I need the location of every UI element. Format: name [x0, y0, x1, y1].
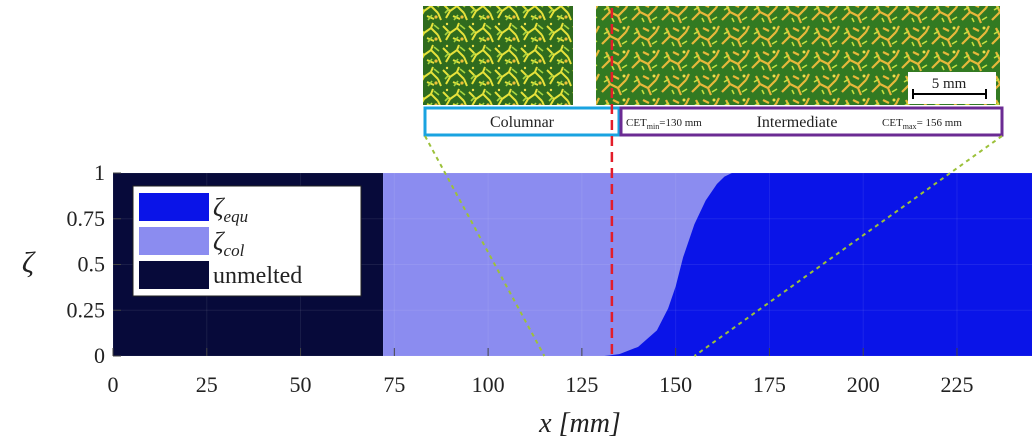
legend-label-unmelted: unmelted: [213, 263, 302, 289]
zeta-equ-area: [383, 173, 1032, 356]
legend-swatch-unmelted: [139, 261, 209, 289]
y-tick-label: 0: [94, 343, 105, 368]
cet-max-label: CETmax= 156 mm: [882, 117, 962, 131]
y-tick-label: 0.5: [78, 252, 106, 277]
legend-zeta-col-base: ζ: [213, 227, 225, 256]
columnar-label-box: [423, 106, 621, 137]
y-tick-label: 0.75: [67, 206, 106, 231]
legend-zeta-equ-base: ζ: [213, 193, 225, 222]
x-tick-label: 100: [472, 372, 505, 397]
x-tick-label: 75: [383, 372, 405, 397]
x-tick-label: 200: [847, 372, 880, 397]
cet-min-base: CET: [626, 117, 647, 129]
columnar-label: Columnar: [490, 114, 555, 131]
x-tick-label: 225: [940, 372, 973, 397]
x-tick-label: 175: [753, 372, 786, 397]
legend-zeta-col-sub: col: [224, 241, 245, 260]
y-tick-label: 0.25: [67, 297, 106, 322]
x-tick-label: 150: [659, 372, 692, 397]
y-axis-label: ζ: [22, 246, 36, 279]
x-tick-label: 125: [565, 372, 598, 397]
cet-min-sub: min: [647, 122, 659, 131]
axis-ticks: 0 25 50 75 100 125 150 175 200 225 0 0.25 0.5 0.75 1: [67, 160, 974, 397]
zoom-line-right: [693, 135, 1003, 357]
y-tick-label: 1: [94, 160, 105, 185]
legend-label-zeta-equ: ζequ: [213, 193, 248, 226]
intermediate-label: Intermediate: [757, 114, 838, 131]
cet-max-value: = 156 mm: [917, 117, 963, 129]
columnar-micrograph: [423, 6, 573, 105]
x-tick-label: 50: [290, 372, 312, 397]
intermediate-label-box: [619, 106, 1004, 137]
legend-swatch-zeta-equ: [139, 193, 209, 221]
legend-swatch-zeta-col: [139, 227, 209, 255]
legend-label-zeta-col: ζcol: [213, 227, 245, 260]
x-axis-label: x [mm]: [538, 408, 621, 438]
scale-bar: 5 mm: [908, 72, 996, 104]
legend: ζequ ζcol unmelted: [132, 185, 362, 297]
x-tick-label: 25: [196, 372, 218, 397]
cet-min-label: CETmin=130 mm: [626, 117, 702, 131]
zoom-line-left: [424, 135, 546, 357]
scale-bar-label: 5 mm: [932, 76, 967, 92]
zoom-lines: [424, 135, 1003, 357]
x-tick-label: 0: [108, 372, 119, 397]
cet-min-value: =130 mm: [659, 117, 702, 129]
cet-max-sub: max: [903, 122, 917, 131]
cet-max-base: CET: [882, 117, 903, 129]
legend-zeta-equ-sub: equ: [224, 207, 249, 226]
